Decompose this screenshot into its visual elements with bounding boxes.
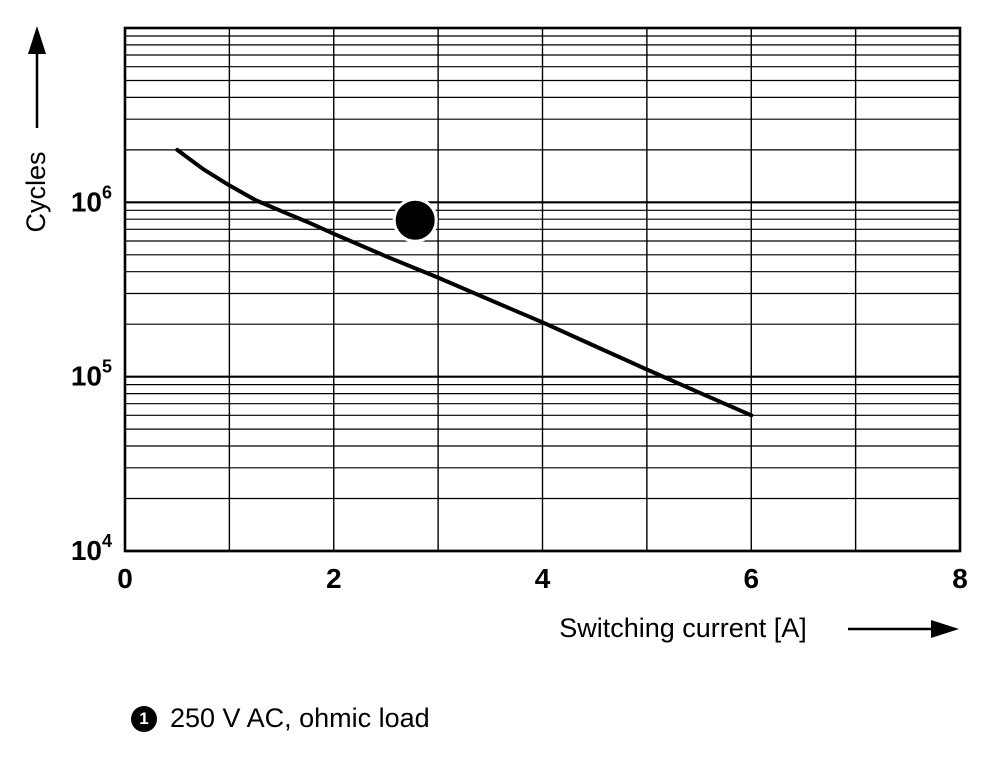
plot-border <box>123 26 962 553</box>
gridlines <box>123 26 962 553</box>
y-axis-title-group: Cycles <box>21 26 51 233</box>
tick-labels: 0 2 4 6 8 104 105 106 <box>71 182 968 594</box>
y-axis-arrow-icon <box>28 26 46 54</box>
y-axis-title: Cycles <box>21 151 51 232</box>
curve-label-badge <box>392 197 438 243</box>
x-tick-label: 0 <box>117 563 133 594</box>
legend-series-1-label: 250 V AC, ohmic load <box>170 703 430 733</box>
curve-label-text: 1 <box>408 205 423 235</box>
x-tick-label: 8 <box>952 563 968 594</box>
x-tick-label: 4 <box>535 563 551 594</box>
legend-series-1-marker: 1 <box>131 705 157 732</box>
series-curve <box>175 147 754 418</box>
y-tick-label: 105 <box>71 357 112 392</box>
legend: 1 250 V AC, ohmic load <box>131 703 430 734</box>
x-axis-title: Switching current [A] <box>559 613 807 643</box>
cycles-vs-switching-current-chart: 1 0 2 4 6 8 104 105 106 Cycles Switching curren… <box>21 26 968 643</box>
x-tick-label: 2 <box>326 563 342 594</box>
x-axis-title-group: Switching current [A] <box>559 613 959 643</box>
x-tick-label: 6 <box>743 563 759 594</box>
y-tick-label: 104 <box>71 531 112 566</box>
series-layer: 1 <box>175 147 754 418</box>
y-tick-label: 106 <box>71 182 112 217</box>
x-axis-arrow-icon <box>931 620 959 638</box>
